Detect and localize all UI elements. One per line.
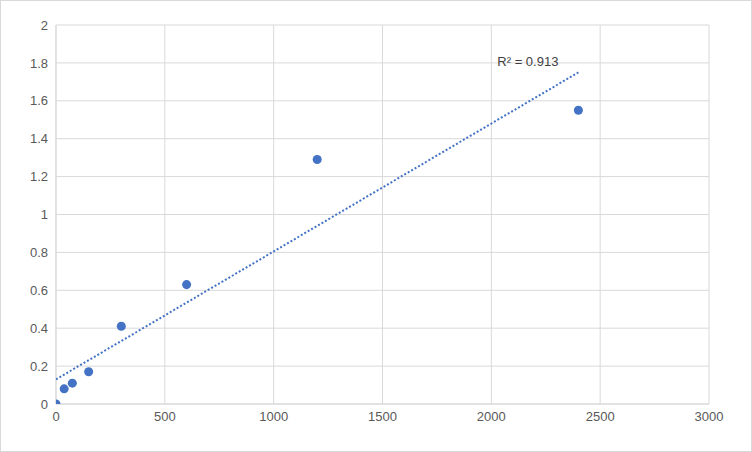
svg-text:0: 0 (41, 397, 48, 412)
svg-text:2000: 2000 (477, 409, 506, 424)
svg-text:0.4: 0.4 (30, 321, 48, 336)
svg-text:500: 500 (154, 409, 176, 424)
svg-text:1: 1 (41, 207, 48, 222)
svg-text:3000: 3000 (695, 409, 724, 424)
svg-text:1.2: 1.2 (30, 169, 48, 184)
svg-text:1.6: 1.6 (30, 93, 48, 108)
svg-text:1.8: 1.8 (30, 56, 48, 71)
svg-text:1000: 1000 (259, 409, 288, 424)
svg-text:0.2: 0.2 (30, 359, 48, 374)
svg-text:2: 2 (41, 18, 48, 33)
svg-text:R² = 0.913: R² = 0.913 (497, 54, 558, 69)
svg-text:2500: 2500 (586, 409, 615, 424)
svg-text:0: 0 (52, 409, 59, 424)
svg-text:1500: 1500 (368, 409, 397, 424)
svg-text:1.4: 1.4 (30, 131, 48, 146)
svg-text:0.6: 0.6 (30, 283, 48, 298)
svg-text:0.8: 0.8 (30, 245, 48, 260)
